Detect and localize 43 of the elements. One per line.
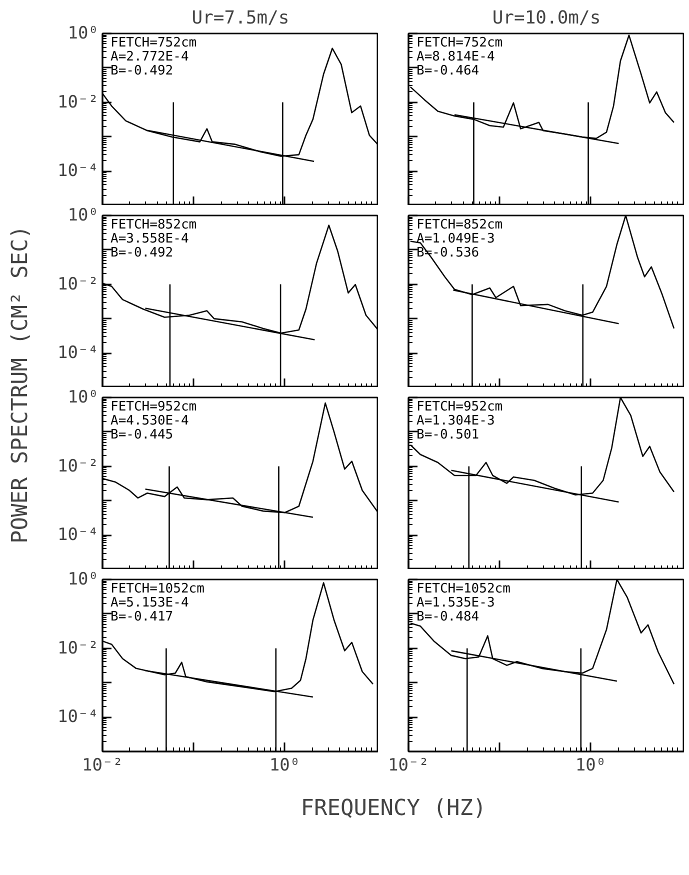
x-tick-label: 10⁻² — [388, 756, 429, 776]
annotation: A=1.304E-3 — [416, 414, 495, 428]
annotation: B=-0.484 — [416, 610, 480, 624]
annotation: FETCH=752cm — [416, 36, 503, 50]
annotation: B=-0.492 — [110, 64, 174, 78]
x-tick-label: 10⁰ — [575, 756, 606, 776]
annotation: FETCH=752cm — [110, 36, 197, 50]
annotation: A=4.530E-4 — [110, 414, 189, 428]
chart-title: Ur=7.5m/s — [192, 8, 290, 28]
y-tick-label: 10⁻² — [58, 638, 99, 658]
x-axis-title: FREQUENCY (HZ) — [300, 796, 486, 821]
annotation: A=1.535E-3 — [416, 596, 495, 610]
annotation: FETCH=852cm — [416, 218, 503, 232]
y-tick-label: 10⁻² — [58, 92, 99, 112]
annotation: A=3.558E-4 — [110, 232, 189, 246]
annotation: A=5.153E-4 — [110, 596, 189, 610]
y-tick-label: 10⁻² — [58, 274, 99, 294]
x-tick-label: 10⁰ — [269, 756, 300, 776]
y-tick-label: 10⁰ — [68, 570, 99, 590]
chart-title: Ur=10.0m/s — [492, 8, 601, 28]
y-tick-label: 10⁻⁴ — [58, 525, 99, 546]
annotation: A=2.772E-4 — [110, 50, 189, 64]
annotation: FETCH=952cm — [416, 400, 503, 414]
annotation: A=1.049E-3 — [416, 232, 495, 246]
annotation: B=-0.492 — [110, 246, 174, 260]
annotation: B=-0.464 — [416, 64, 480, 78]
annotation: B=-0.501 — [416, 428, 480, 442]
annotation: B=-0.445 — [110, 428, 174, 442]
annotation: FETCH=952cm — [110, 400, 197, 414]
y-tick-label: 10⁻² — [58, 456, 99, 476]
x-tick-label: 10⁻² — [82, 756, 123, 776]
annotation: FETCH=1052cm — [110, 582, 205, 596]
y-tick-label: 10⁻⁴ — [58, 161, 99, 182]
y-tick-label: 10⁻⁴ — [58, 707, 99, 728]
y-tick-label: 10⁰ — [68, 388, 99, 408]
y-axis-title: POWER SPECTRUM (CM² SEC) — [8, 226, 33, 544]
annotation: FETCH=1052cm — [416, 582, 511, 596]
y-tick-label: 10⁰ — [68, 206, 99, 226]
annotation: B=-0.417 — [110, 610, 174, 624]
y-tick-label: 10⁰ — [68, 24, 99, 44]
y-tick-label: 10⁻⁴ — [58, 343, 99, 364]
annotation: FETCH=852cm — [110, 218, 197, 232]
annotation: A=8.814E-4 — [416, 50, 495, 64]
